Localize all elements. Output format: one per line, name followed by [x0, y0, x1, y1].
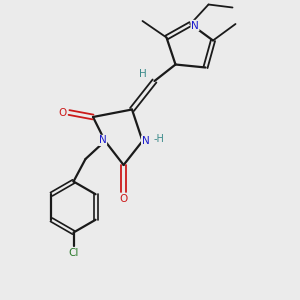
- Text: O: O: [119, 194, 128, 204]
- Text: N: N: [99, 135, 106, 146]
- Text: N: N: [191, 20, 199, 31]
- Text: H: H: [139, 69, 147, 80]
- Text: N: N: [142, 136, 149, 146]
- Text: Cl: Cl: [68, 248, 79, 259]
- Text: O: O: [58, 107, 67, 118]
- Text: -H: -H: [154, 134, 164, 144]
